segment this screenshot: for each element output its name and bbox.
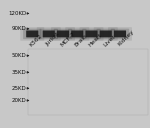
- FancyBboxPatch shape: [85, 30, 98, 37]
- Text: Heart: Heart: [88, 32, 103, 47]
- Text: K562: K562: [29, 33, 43, 47]
- Text: Liver: Liver: [102, 33, 116, 47]
- FancyBboxPatch shape: [23, 29, 41, 39]
- FancyBboxPatch shape: [54, 29, 72, 39]
- Text: Kidney: Kidney: [116, 29, 135, 47]
- Text: 25KD: 25KD: [12, 86, 27, 91]
- FancyBboxPatch shape: [57, 30, 69, 37]
- FancyBboxPatch shape: [71, 30, 83, 37]
- Text: 120KD: 120KD: [8, 11, 27, 16]
- Bar: [28, 49, 148, 115]
- FancyBboxPatch shape: [108, 27, 132, 41]
- Text: Jurkat: Jurkat: [45, 31, 61, 47]
- FancyBboxPatch shape: [37, 27, 61, 41]
- FancyBboxPatch shape: [40, 29, 58, 39]
- FancyBboxPatch shape: [65, 27, 89, 41]
- FancyBboxPatch shape: [82, 29, 101, 39]
- FancyBboxPatch shape: [20, 27, 44, 41]
- FancyBboxPatch shape: [43, 30, 55, 37]
- FancyBboxPatch shape: [51, 27, 75, 41]
- FancyBboxPatch shape: [26, 30, 38, 37]
- FancyBboxPatch shape: [68, 29, 86, 39]
- FancyBboxPatch shape: [80, 27, 103, 41]
- FancyBboxPatch shape: [97, 29, 115, 39]
- FancyBboxPatch shape: [94, 27, 118, 41]
- Text: Brain: Brain: [74, 33, 88, 47]
- Text: MCF-7: MCF-7: [59, 30, 76, 47]
- Text: 90KD: 90KD: [12, 26, 27, 31]
- FancyBboxPatch shape: [100, 30, 112, 37]
- FancyBboxPatch shape: [114, 30, 126, 37]
- Text: 20KD: 20KD: [12, 98, 27, 103]
- FancyBboxPatch shape: [111, 29, 129, 39]
- Text: 50KD: 50KD: [12, 53, 27, 58]
- Text: 35KD: 35KD: [12, 70, 27, 75]
